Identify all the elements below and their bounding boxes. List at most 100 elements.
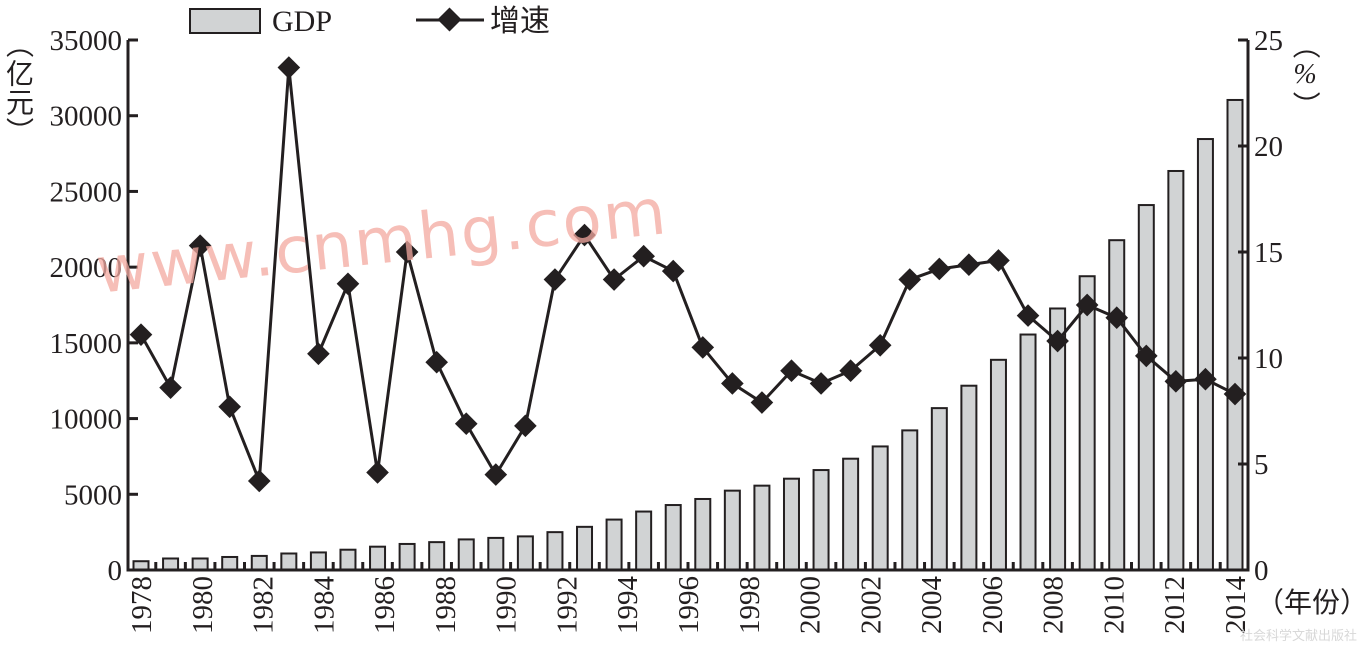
left-tick-label: 30000	[50, 101, 123, 133]
gdp-bar-1994	[605, 518, 623, 571]
gdp-bar-1999	[753, 484, 771, 572]
publisher-watermark: 社会科学文献出版社	[1239, 629, 1357, 644]
growth-marker-1999	[750, 391, 774, 414]
right-tick-label: 10	[1254, 343, 1283, 375]
gdp-bar-2000	[782, 477, 800, 571]
growth-marker-1991	[514, 414, 537, 438]
gdp-bar-2015	[1226, 98, 1244, 571]
growth-marker-1981	[218, 395, 242, 419]
growth-marker-1988	[425, 350, 448, 374]
growth-marker-2003	[868, 333, 892, 357]
gdp-bar-1990	[487, 536, 505, 572]
gdp-bar-1998	[723, 489, 741, 571]
growth-marker-1997	[691, 336, 715, 359]
growth-marker-2011	[1105, 306, 1129, 330]
legend-growth-diamond-marker	[437, 7, 462, 32]
left-axis-ticks: 0 5000 10000 15000 20000 25000 30000 35000	[50, 25, 138, 587]
growth-marker-2002	[839, 359, 862, 383]
left-tick-label: 25000	[50, 176, 123, 208]
right-axis-unit-label: （ % ）	[1289, 30, 1322, 120]
axes	[126, 40, 1250, 572]
x-tick-label: 2010	[1098, 576, 1130, 634]
gdp-bar-1985	[339, 548, 357, 571]
growth-marker-1992	[543, 268, 567, 291]
growth-marker-2005	[928, 257, 951, 281]
x-tick-label: 1990	[491, 576, 523, 634]
gdp-bar-2012	[1137, 204, 1155, 572]
gdp-bar-2001	[812, 469, 830, 571]
gdp-bar-2006	[960, 384, 978, 571]
right-tick-label: 15	[1254, 237, 1283, 269]
growth-marker-2013	[1164, 370, 1188, 393]
gdp-bar-2002	[842, 457, 860, 572]
growth-line-series	[129, 56, 1247, 493]
x-axis-label: （年份）	[1256, 586, 1361, 619]
gdp-bar-2003	[871, 445, 889, 572]
gdp-bar-2007	[989, 358, 1007, 571]
growth-marker-2010	[1075, 293, 1099, 317]
growth-marker-2012	[1134, 344, 1158, 368]
left-tick-label: 0	[108, 555, 123, 587]
growth-marker-1998	[721, 372, 744, 395]
growth-marker-1982	[247, 469, 271, 493]
right-axis-ticks: 0 5 10 15 20 25	[1238, 25, 1283, 587]
left-tick-label: 15000	[50, 328, 123, 360]
x-tick-label: 1998	[734, 576, 766, 634]
growth-marker-2004	[898, 268, 922, 291]
gdp-bar-2004	[901, 429, 919, 571]
gdp-bar-1982	[250, 554, 268, 571]
right-tick-label: 0	[1254, 555, 1269, 587]
gdp-bar-1989	[457, 538, 475, 572]
left-tick-label: 10000	[50, 404, 123, 436]
gdp-bar-1991	[516, 535, 534, 572]
growth-marker-1984	[307, 342, 330, 366]
x-tick-label: 2006	[977, 576, 1009, 634]
gdp-bar-1981	[221, 555, 239, 572]
legend: GDP 增速	[189, 5, 550, 38]
legend-gdp-label: GDP	[272, 5, 332, 38]
gdp-bar-2011	[1108, 239, 1126, 571]
x-tick-label: 2012	[1159, 576, 1191, 634]
right-unit-percent: %	[1293, 59, 1317, 90]
gdp-bar-1980	[191, 557, 209, 572]
gdp-bar-2008	[1019, 333, 1037, 571]
left-tick-label: 20000	[50, 252, 123, 284]
growth-marker-1990	[484, 463, 508, 486]
gdp-bar-1987	[398, 542, 416, 571]
x-tick-label: 1978	[126, 576, 158, 634]
gdp-bar-1996	[664, 504, 682, 571]
legend-growth-label: 增速	[490, 5, 550, 38]
x-tick-label: 1982	[248, 576, 280, 634]
growth-marker-1989	[454, 412, 478, 436]
x-tick-label: 2014	[1220, 576, 1252, 635]
legend-gdp-swatch	[189, 8, 261, 34]
x-tick-label: 1994	[612, 576, 644, 635]
gdp-bar-2014	[1196, 138, 1214, 572]
gdp-bar-1997	[694, 497, 712, 572]
growth-marker-2009	[1046, 329, 1069, 353]
right-unit-open-paren: （	[1289, 30, 1322, 59]
gdp-bars	[132, 98, 1244, 572]
right-unit-close-paren: ）	[1289, 90, 1322, 119]
growth-marker-1986	[366, 461, 389, 484]
gdp-bar-1986	[369, 545, 387, 571]
growth-marker-1996	[661, 259, 685, 283]
growth-marker-2014	[1194, 367, 1217, 391]
right-tick-label: 25	[1254, 25, 1283, 57]
x-tick-label: 1992	[551, 576, 583, 634]
growth-marker-2007	[987, 249, 1010, 272]
growth-marker-2001	[809, 372, 833, 395]
gdp-bar-2005	[930, 407, 948, 571]
x-tick-label: 1996	[673, 576, 705, 634]
growth-marker-2008	[1016, 304, 1040, 327]
x-tick-label: 1980	[187, 576, 219, 634]
gdp-bar-2010	[1078, 275, 1096, 571]
left-tick-label: 5000	[64, 479, 122, 511]
growth-marker-1983	[277, 56, 301, 79]
growth-marker-2015	[1223, 382, 1247, 406]
x-tick-label: 2004	[916, 576, 948, 635]
x-tick-label: 2000	[795, 576, 827, 634]
gdp-bar-1984	[309, 551, 327, 571]
right-tick-label: 5	[1254, 449, 1269, 481]
